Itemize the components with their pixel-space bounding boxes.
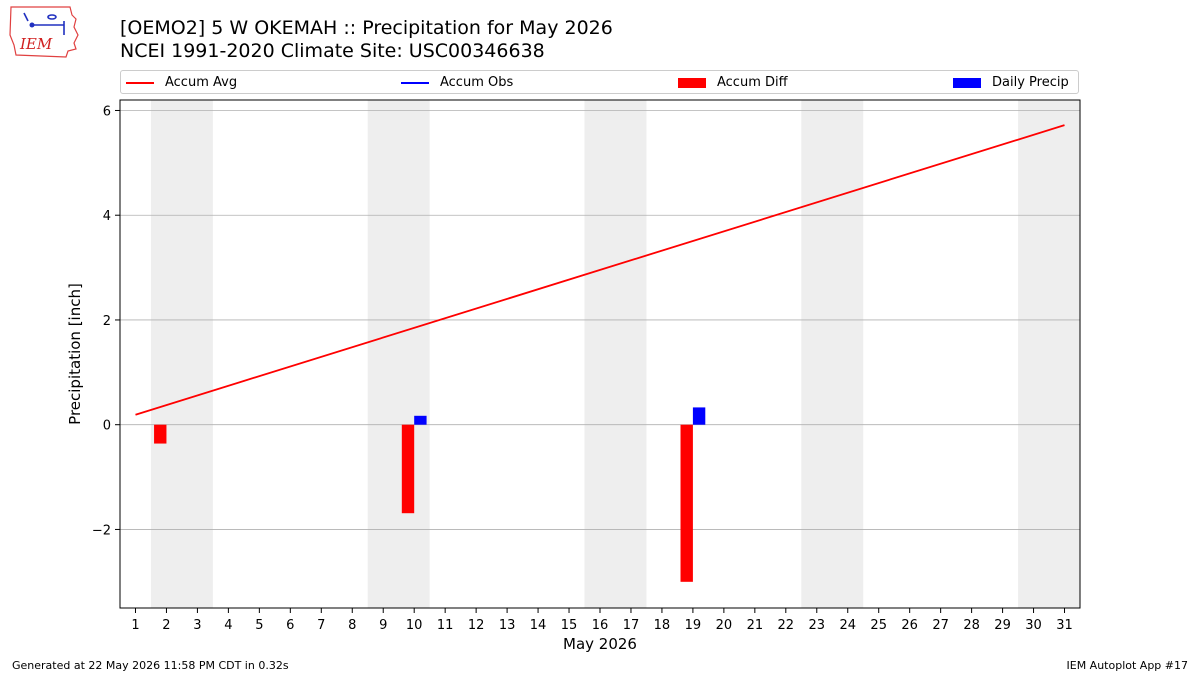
y-tick-label: 4 <box>103 209 111 224</box>
y-tick-label: 2 <box>103 314 111 329</box>
daily-precip-bar <box>414 415 427 425</box>
legend-label-daily-precip: Daily Precip <box>992 75 1069 90</box>
x-tick-label: 26 <box>901 618 918 633</box>
x-axis-label: May 2026 <box>563 635 637 653</box>
x-tick-label: 29 <box>994 618 1011 633</box>
chart-title: [OEMO2] 5 W OKEMAH :: Precipitation for … <box>120 17 613 39</box>
x-tick-label: 17 <box>623 618 640 633</box>
weekend-shade <box>801 100 864 608</box>
x-tick-label: 28 <box>963 618 980 633</box>
legend-swatch-accum-obs <box>401 82 429 84</box>
x-tick-label: 25 <box>870 618 887 633</box>
x-tick-label: 8 <box>348 618 356 633</box>
legend-swatch-daily-precip <box>953 78 981 88</box>
weekend-shade <box>1018 100 1080 608</box>
x-tick-label: 18 <box>654 618 671 633</box>
generated-timestamp: Generated at 22 May 2026 11:58 PM CDT in… <box>12 659 289 672</box>
legend: Accum Avg Accum Obs Accum Diff Daily Pre… <box>120 70 1079 94</box>
x-tick-label: 30 <box>1025 618 1042 633</box>
x-tick-label: 9 <box>379 618 387 633</box>
x-tick-label: 27 <box>932 618 949 633</box>
x-tick-label: 13 <box>499 618 516 633</box>
x-tick-label: 22 <box>778 618 795 633</box>
y-tick-label: 6 <box>103 104 111 119</box>
accum-diff-bar <box>680 424 693 582</box>
legend-swatch-accum-avg <box>126 82 154 84</box>
app-id-label: IEM Autoplot App #17 <box>1066 659 1189 672</box>
x-tick-label: 3 <box>193 618 201 633</box>
chart-subtitle: NCEI 1991-2020 Climate Site: USC00346638 <box>120 40 545 62</box>
x-tick-label: 2 <box>162 618 170 633</box>
x-tick-label: 24 <box>839 618 856 633</box>
legend-label-accum-avg: Accum Avg <box>165 75 238 90</box>
x-tick-label: 7 <box>317 618 325 633</box>
x-tick-label: 23 <box>809 618 826 633</box>
x-tick-label: 10 <box>406 618 423 633</box>
accum-diff-bar <box>401 424 415 514</box>
iem-logo: IEM <box>9 6 79 58</box>
legend-label-accum-diff: Accum Diff <box>717 75 788 90</box>
weekend-shade <box>367 100 430 608</box>
y-tick-label: −2 <box>92 523 111 538</box>
x-tick-label: 21 <box>747 618 764 633</box>
accum-avg-line <box>135 124 1065 416</box>
logo-text: IEM <box>19 35 53 53</box>
daily-precip-bar <box>692 407 706 425</box>
x-tick-label: 16 <box>592 618 609 633</box>
x-tick-label: 14 <box>530 618 547 633</box>
x-tick-label: 5 <box>255 618 263 633</box>
weekend-shade <box>150 100 213 608</box>
legend-swatch-accum-diff <box>678 78 706 88</box>
x-tick-label: 15 <box>561 618 578 633</box>
legend-label-accum-obs: Accum Obs <box>440 75 514 90</box>
x-tick-label: 31 <box>1056 618 1073 633</box>
x-tick-label: 1 <box>131 618 139 633</box>
accum-diff-bar <box>154 424 167 444</box>
x-tick-label: 4 <box>224 618 232 633</box>
x-tick-label: 19 <box>685 618 702 633</box>
y-axis-label: Precipitation [inch] <box>66 283 84 425</box>
x-tick-label: 20 <box>716 618 733 633</box>
weekend-shade <box>584 100 647 608</box>
x-tick-label: 12 <box>468 618 485 633</box>
y-tick-label: 0 <box>103 419 111 434</box>
x-tick-label: 6 <box>286 618 294 633</box>
x-tick-label: 11 <box>437 618 454 633</box>
